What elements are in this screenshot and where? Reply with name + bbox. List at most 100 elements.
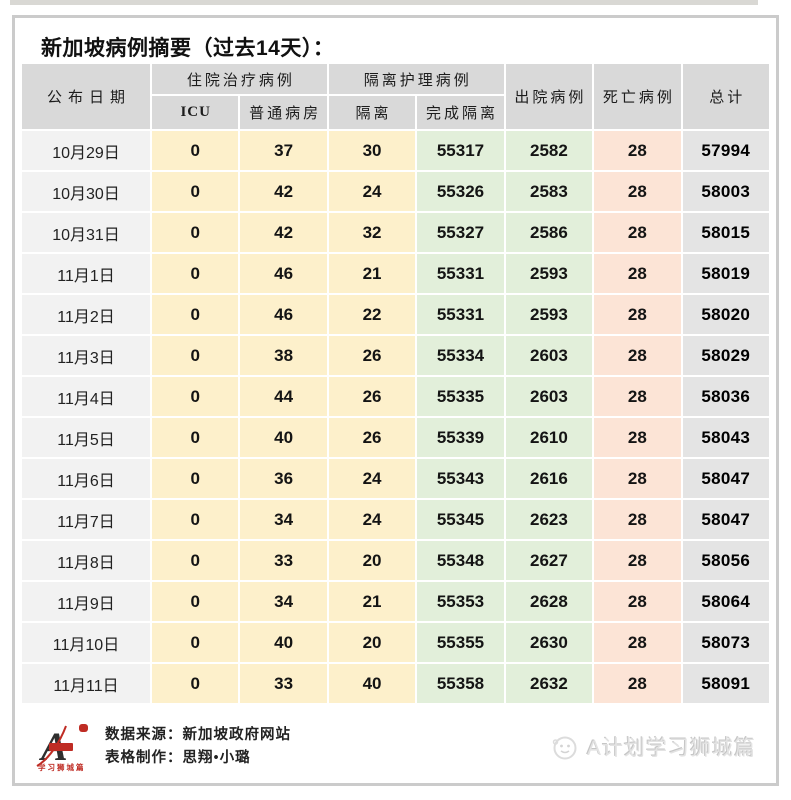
isolation-cell: 26 bbox=[328, 377, 416, 416]
isolation-cell: 24 bbox=[328, 172, 416, 211]
deaths-cell: 28 bbox=[594, 336, 681, 375]
general-ward-cell: 40 bbox=[240, 418, 327, 457]
completed-isolation-cell: 55327 bbox=[417, 213, 504, 252]
date-cell: 11月2日 bbox=[22, 295, 150, 334]
brand-logo: A 学习狮城篇 bbox=[36, 724, 88, 772]
discharged-cell: 2582 bbox=[505, 131, 593, 170]
general-ward-cell: 42 bbox=[240, 172, 327, 211]
completed-isolation-cell: 55353 bbox=[417, 582, 504, 621]
completed-isolation-cell: 55317 bbox=[417, 131, 504, 170]
general-ward-cell: 33 bbox=[240, 541, 327, 580]
isolation-cell: 21 bbox=[328, 254, 416, 293]
deaths-cell: 28 bbox=[594, 254, 681, 293]
isolation-cell: 40 bbox=[328, 664, 416, 703]
title-band: 新加坡病例摘要（过去14天）： bbox=[15, 18, 776, 64]
icu-cell: 0 bbox=[152, 418, 239, 457]
icu-cell: 0 bbox=[152, 459, 239, 498]
deaths-cell: 28 bbox=[594, 664, 681, 703]
date-cell: 11月1日 bbox=[22, 254, 150, 293]
data-source-line: 数据来源：新加坡政府网站 bbox=[105, 726, 291, 743]
watermark: A计划学习狮城篇 bbox=[551, 732, 756, 762]
isolation-cell: 30 bbox=[328, 131, 416, 170]
completed-isolation-cell: 55331 bbox=[417, 254, 504, 293]
deaths-cell: 28 bbox=[594, 582, 681, 621]
icu-cell: 0 bbox=[152, 336, 239, 375]
icu-cell: 0 bbox=[152, 377, 239, 416]
general-ward-cell: 42 bbox=[240, 213, 327, 252]
deaths-cell: 28 bbox=[594, 295, 681, 334]
deaths-cell: 28 bbox=[594, 500, 681, 539]
discharged-cell: 2603 bbox=[505, 377, 593, 416]
discharged-cell: 2623 bbox=[505, 500, 593, 539]
general-ward-cell: 34 bbox=[240, 500, 327, 539]
header-isolation: 隔离 bbox=[328, 96, 416, 129]
general-ward-cell: 33 bbox=[240, 664, 327, 703]
isolation-cell: 22 bbox=[328, 295, 416, 334]
deaths-cell: 28 bbox=[594, 377, 681, 416]
date-cell: 10月29日 bbox=[22, 131, 150, 170]
completed-isolation-cell: 55355 bbox=[417, 623, 504, 662]
date-cell: 11月3日 bbox=[22, 336, 150, 375]
isolation-cell: 20 bbox=[328, 541, 416, 580]
header-date: 公布日期 bbox=[22, 64, 150, 129]
date-cell: 11月8日 bbox=[22, 541, 150, 580]
footer: A 学习狮城篇 数据来源：新加坡政府网站 表格制作：思翔•小璐 A计划学习狮城篇 bbox=[35, 715, 756, 779]
general-ward-cell: 46 bbox=[240, 254, 327, 293]
discharged-cell: 2583 bbox=[505, 172, 593, 211]
date-cell: 11月6日 bbox=[22, 459, 150, 498]
completed-isolation-cell: 55358 bbox=[417, 664, 504, 703]
deaths-cell: 28 bbox=[594, 623, 681, 662]
header-discharged: 出院病例 bbox=[505, 64, 593, 129]
icu-cell: 0 bbox=[152, 254, 239, 293]
general-ward-cell: 34 bbox=[240, 582, 327, 621]
discharged-cell: 2593 bbox=[505, 254, 593, 293]
header-completed-isolation: 完成隔离 bbox=[417, 96, 504, 129]
total-cell: 58020 bbox=[682, 295, 769, 334]
deaths-cell: 28 bbox=[594, 459, 681, 498]
date-cell: 10月31日 bbox=[22, 213, 150, 252]
completed-isolation-cell: 55334 bbox=[417, 336, 504, 375]
total-cell: 58056 bbox=[682, 541, 769, 580]
discharged-cell: 2616 bbox=[505, 459, 593, 498]
general-ward-cell: 46 bbox=[240, 295, 327, 334]
date-cell: 11月5日 bbox=[22, 418, 150, 457]
total-cell: 58003 bbox=[682, 172, 769, 211]
icu-cell: 0 bbox=[152, 295, 239, 334]
total-cell: 58019 bbox=[682, 254, 769, 293]
icu-cell: 0 bbox=[152, 623, 239, 662]
discharged-cell: 2630 bbox=[505, 623, 593, 662]
total-cell: 58047 bbox=[682, 459, 769, 498]
total-cell: 57994 bbox=[682, 131, 769, 170]
icu-cell: 0 bbox=[152, 664, 239, 703]
completed-isolation-cell: 55345 bbox=[417, 500, 504, 539]
deaths-cell: 28 bbox=[594, 418, 681, 457]
summary-card: 新加坡病例摘要（过去14天）： 公布日期 住院治疗病例 隔离护理病例 出院病例 … bbox=[12, 15, 779, 786]
discharged-cell: 2627 bbox=[505, 541, 593, 580]
general-ward-cell: 36 bbox=[240, 459, 327, 498]
isolation-cell: 24 bbox=[328, 459, 416, 498]
top-divider bbox=[10, 0, 758, 5]
discharged-cell: 2586 bbox=[505, 213, 593, 252]
total-cell: 58073 bbox=[682, 623, 769, 662]
isolation-cell: 21 bbox=[328, 582, 416, 621]
brand-logo-lion-mark bbox=[79, 724, 88, 732]
total-cell: 58043 bbox=[682, 418, 769, 457]
date-cell: 11月9日 bbox=[22, 582, 150, 621]
date-cell: 11月4日 bbox=[22, 377, 150, 416]
deaths-cell: 28 bbox=[594, 541, 681, 580]
discharged-cell: 2593 bbox=[505, 295, 593, 334]
header-hospitalized-group: 住院治疗病例 bbox=[152, 64, 327, 94]
discharged-cell: 2632 bbox=[505, 664, 593, 703]
general-ward-cell: 38 bbox=[240, 336, 327, 375]
icu-cell: 0 bbox=[152, 500, 239, 539]
watermark-text: A计划学习狮城篇 bbox=[586, 737, 756, 760]
date-cell: 10月30日 bbox=[22, 172, 150, 211]
cases-table: 公布日期 住院治疗病例 隔离护理病例 出院病例 死亡病例 总计 ICU 普通病房… bbox=[22, 64, 769, 703]
total-cell: 58036 bbox=[682, 377, 769, 416]
icu-cell: 0 bbox=[152, 213, 239, 252]
icu-cell: 0 bbox=[152, 131, 239, 170]
isolation-cell: 24 bbox=[328, 500, 416, 539]
total-cell: 58064 bbox=[682, 582, 769, 621]
isolation-cell: 20 bbox=[328, 623, 416, 662]
total-cell: 58015 bbox=[682, 213, 769, 252]
